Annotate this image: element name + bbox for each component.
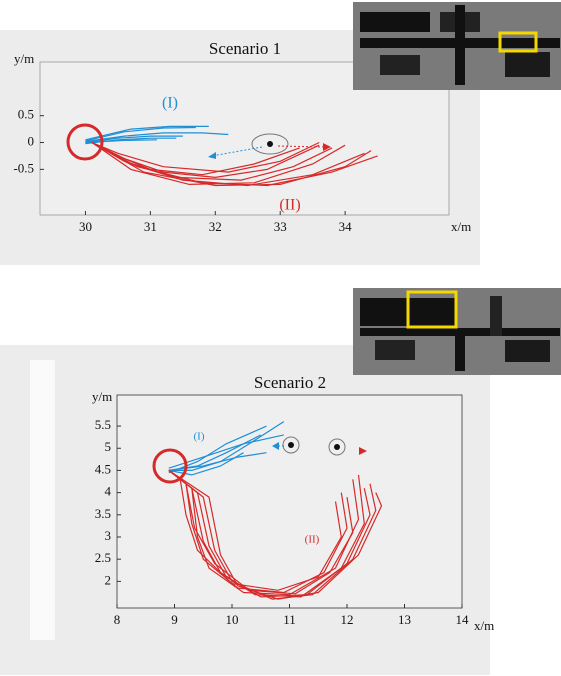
x-tick-label: 32 [209,219,222,234]
y-tick-label: -0.5 [13,160,34,175]
y-axis-label: y/m [14,51,34,66]
x-axis-label: x/m [451,219,471,234]
x-tick-label: 13 [398,612,411,627]
x-axis-label: x/m [474,618,494,633]
chart-title: Scenario 2 [254,373,326,392]
x-tick-label: 8 [114,612,121,627]
x-tick-label: 12 [341,612,354,627]
x-tick-label: 31 [144,219,157,234]
x-tick-label: 30 [79,219,92,234]
y-tick-label: 4.5 [95,461,111,476]
x-tick-label: 10 [226,612,239,627]
y-axis-label: y/m [92,389,112,404]
annotation: (II) [305,534,320,546]
y-tick-label: 0 [28,134,35,149]
inset-map [353,288,561,375]
y-tick-label: 2 [105,572,112,587]
x-tick-label: 14 [456,612,470,627]
map-background [30,360,55,640]
y-tick-label: 3.5 [95,506,111,521]
x-tick-label: 33 [274,219,287,234]
y-tick-label: 0.5 [18,107,34,122]
figure: Scenario 1 y/m x/m (I) (II) 30313233340.… [0,0,561,676]
x-tick-label: 9 [171,612,178,627]
y-tick-label: 2.5 [95,550,111,565]
annotation: (I) [194,431,205,443]
y-tick-label: 5 [105,439,112,454]
x-tick-label: 34 [339,219,353,234]
inset-map [353,2,561,90]
y-tick-label: 5.5 [95,417,111,432]
plot-area [117,395,462,608]
chart-title: Scenario 1 [209,39,281,58]
y-tick-label: 4 [105,484,112,499]
annotation: (I) [162,95,178,112]
annotation: (II) [279,197,300,214]
x-tick-label: 11 [283,612,296,627]
y-tick-label: 3 [105,528,112,543]
